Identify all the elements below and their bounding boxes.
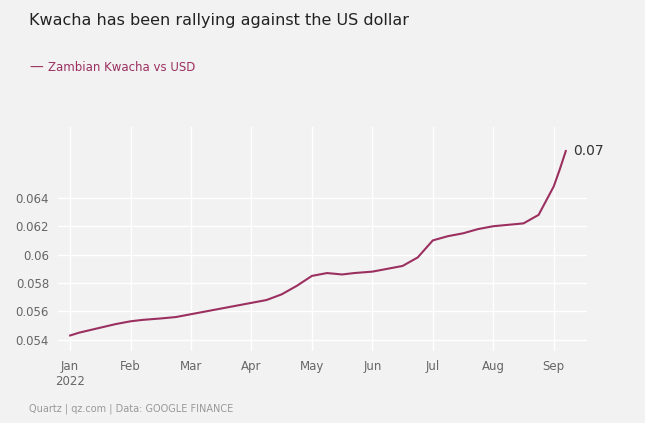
Text: Zambian Kwacha vs USD: Zambian Kwacha vs USD (48, 61, 195, 74)
Text: 0.07: 0.07 (573, 144, 604, 158)
Text: Kwacha has been rallying against the US dollar: Kwacha has been rallying against the US … (29, 13, 409, 27)
Text: Quartz | qz.com | Data: GOOGLE FINANCE: Quartz | qz.com | Data: GOOGLE FINANCE (29, 403, 233, 414)
Text: —: — (29, 60, 43, 75)
